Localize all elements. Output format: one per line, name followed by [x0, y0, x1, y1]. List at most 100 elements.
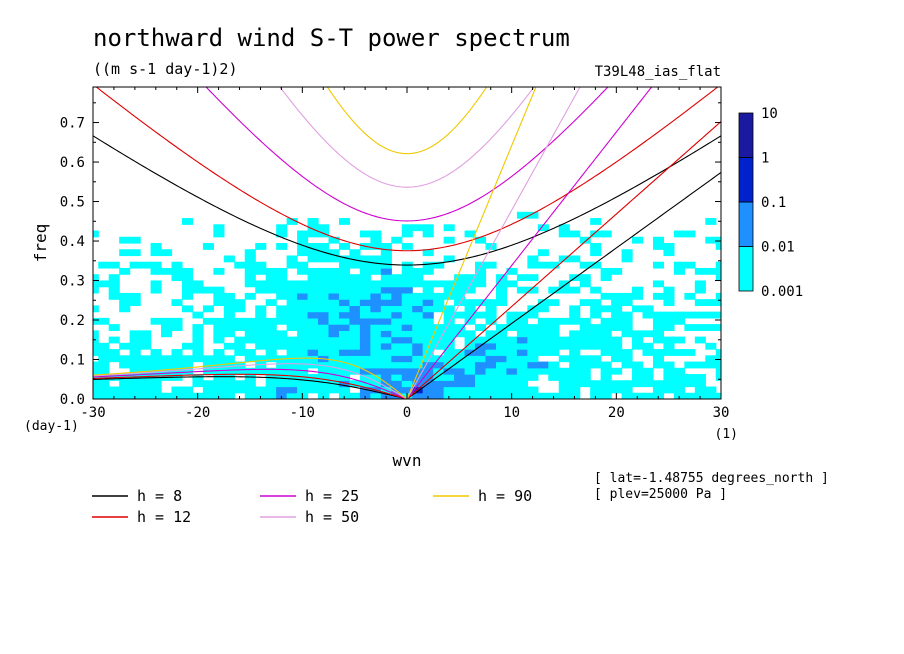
- heatmap-cell: [600, 374, 612, 381]
- heatmap-cell: [590, 361, 602, 369]
- heatmap-cell: [328, 342, 340, 350]
- heatmap-cell: [307, 324, 319, 331]
- heatmap-cell: [119, 355, 131, 363]
- heatmap-cell: [213, 324, 225, 331]
- heatmap-cell: [569, 386, 581, 394]
- heatmap-cell: [495, 392, 508, 399]
- heatmap-cell: [506, 267, 518, 275]
- heatmap-cell: [715, 361, 721, 369]
- heatmap-cell: [422, 386, 434, 394]
- heatmap-cell: [558, 336, 570, 344]
- heatmap-cell: [223, 330, 235, 338]
- heatmap-cell: [213, 317, 225, 325]
- heatmap-cell: [548, 367, 560, 375]
- heatmap-cell: [223, 292, 235, 300]
- heatmap-cell: [359, 280, 371, 288]
- heatmap-cell: [213, 330, 225, 338]
- heatmap-cell: [255, 324, 267, 331]
- heatmap-cell: [475, 311, 487, 319]
- heatmap-cell: [276, 374, 288, 381]
- heatmap-cell: [234, 324, 246, 331]
- heatmap-cell: [663, 349, 675, 356]
- heatmap-cell: [150, 349, 162, 356]
- heatmap-cell: [349, 299, 361, 306]
- heatmap-cell: [370, 299, 382, 306]
- heatmap-cell: [412, 361, 424, 369]
- heatmap-cell: [401, 243, 413, 250]
- heatmap-cell: [632, 380, 644, 388]
- heatmap-cell: [349, 261, 361, 269]
- heatmap-cell: [192, 380, 204, 388]
- heatmap-cell: [223, 367, 235, 375]
- legend-label: h = 90: [478, 487, 532, 505]
- heatmap-cell: [119, 361, 131, 369]
- heatmap-cell: [632, 361, 644, 369]
- heatmap-cell: [412, 367, 424, 375]
- heatmap-cell: [286, 336, 298, 344]
- heatmap-cell: [401, 355, 413, 363]
- heatmap-cell: [652, 330, 665, 338]
- heatmap-cell: [359, 311, 371, 319]
- heatmap-cell: [485, 342, 497, 350]
- heatmap-cell: [600, 267, 612, 275]
- heatmap-cell: [632, 342, 644, 350]
- heatmap-cell: [632, 305, 644, 313]
- heatmap-cell: [380, 243, 392, 250]
- heatmap-cell: [370, 317, 382, 325]
- heatmap-cell: [140, 386, 152, 394]
- x-tick-label: 20: [608, 405, 625, 421]
- x-axis-ticks: -30 -20 -10 0 10 20 30: [80, 87, 729, 421]
- heatmap-cell: [150, 386, 162, 394]
- heatmap-cell: [276, 224, 288, 232]
- heatmap-cell: [506, 317, 518, 325]
- heatmap-cell: [276, 317, 288, 325]
- heatmap-cell: [307, 305, 319, 313]
- heatmap-cell: [611, 355, 623, 363]
- heatmap-cell: [318, 224, 330, 232]
- heatmap-cell: [422, 355, 434, 363]
- heatmap-cell: [318, 367, 330, 375]
- heatmap-cell: [140, 330, 152, 338]
- heatmap-cell: [475, 336, 487, 344]
- heatmap-cell: [307, 330, 319, 338]
- heatmap-cell: [590, 286, 602, 294]
- heatmap-cell: [359, 380, 371, 388]
- heatmap-cell: [328, 236, 340, 244]
- heatmap-cell: [506, 386, 518, 394]
- heatmap-cell: [443, 330, 455, 338]
- heatmap-cell: [192, 311, 204, 319]
- heatmap-cell: [255, 280, 267, 288]
- heatmap-cell: [380, 261, 392, 269]
- curve-legend: h = 8 h = 12 h = 25 h = 50 h = 90: [92, 487, 532, 526]
- colorbar-segment: [738, 246, 754, 292]
- heatmap-cell: [244, 280, 256, 288]
- heatmap-cell: [495, 330, 508, 338]
- heatmap-cell: [98, 380, 110, 388]
- heatmap-cell: [286, 280, 298, 288]
- heatmap-cell: [349, 274, 361, 282]
- heatmap-cell: [318, 324, 330, 331]
- heatmap-cell: [495, 286, 508, 294]
- heatmap-cell: [652, 386, 665, 394]
- heatmap-cell: [548, 342, 560, 350]
- heatmap-cell: [380, 267, 392, 275]
- heatmap-cell: [694, 361, 706, 369]
- heatmap-cell: [307, 342, 319, 350]
- heatmap-cell: [213, 380, 225, 388]
- heatmap-cell: [569, 230, 581, 238]
- heatmap-cell: [349, 324, 361, 331]
- heatmap-cell: [129, 249, 141, 257]
- heatmap-cell: [443, 380, 455, 388]
- heatmap-cell: [401, 311, 413, 319]
- colorbar-label: 1: [761, 151, 769, 167]
- heatmap-cell: [663, 249, 675, 257]
- heatmap-cell: [506, 324, 518, 331]
- heatmap-cell: [93, 274, 99, 282]
- heatmap-cell: [642, 330, 654, 338]
- info-lat: [ lat=-1.48755 degrees_north ]: [594, 471, 829, 486]
- heatmap-cell: [119, 392, 131, 399]
- heatmap-cell: [129, 261, 141, 269]
- heatmap-cell: [93, 380, 99, 388]
- heatmap-cell: [673, 336, 685, 344]
- heatmap-cell: [328, 299, 340, 306]
